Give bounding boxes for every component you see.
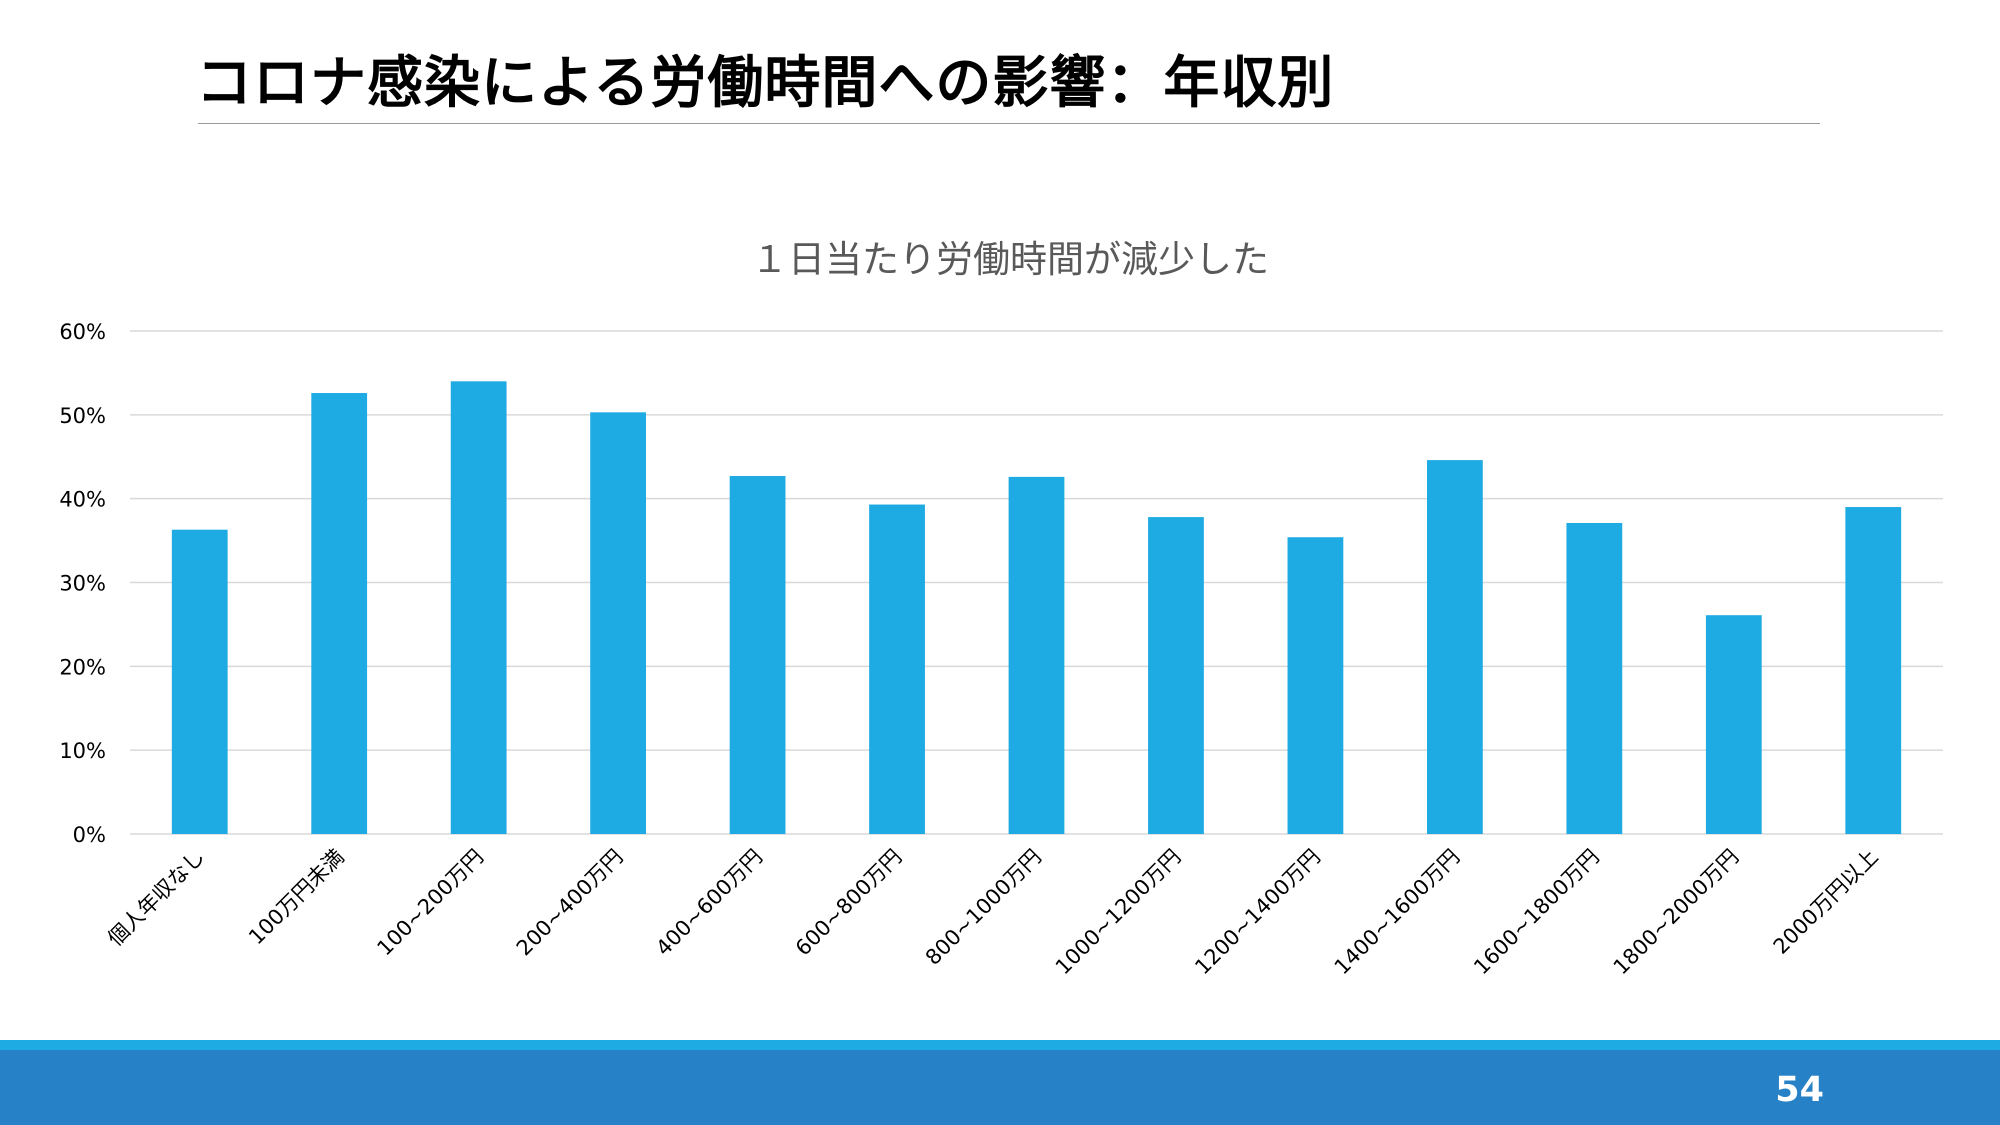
y-tick-label: 40% (59, 488, 106, 512)
x-tick-label: 100~200万円 (372, 845, 488, 961)
x-tick-label: 1600~1800万円 (1469, 845, 1604, 980)
x-tick-label: 個人年収なし (103, 845, 209, 951)
y-tick-label: 20% (59, 655, 106, 679)
bar (869, 504, 925, 834)
x-tick-label: 400~600万円 (651, 845, 767, 961)
x-tick-label: 800~1000万円 (921, 845, 1046, 970)
bar (1845, 507, 1902, 834)
footer-bar (0, 1050, 2000, 1125)
bar (1426, 460, 1483, 834)
x-tick-label: 100万円未満 (244, 845, 349, 950)
bar (450, 381, 507, 834)
bar-chart: １日当たり労働時間が減少した 0% 10% 20% 30% 40% 50% 60% 個人年収… (59, 238, 1943, 980)
bar (1287, 537, 1344, 834)
x-tick-label: 1200~1400万円 (1190, 845, 1325, 980)
chart-title: １日当たり労働時間が減少した (751, 238, 1269, 281)
bar (1566, 522, 1623, 834)
x-axis-ticks: 個人年収なし 100万円未満 100~200万円 200~400万円 400~600万円… (103, 845, 1883, 980)
x-tick-label: 1000~1200万円 (1051, 845, 1186, 980)
bar (171, 529, 228, 834)
x-tick-label: 600~800万円 (791, 845, 907, 961)
bar (1705, 615, 1762, 834)
footer-stripe (0, 1040, 2000, 1050)
y-tick-label: 0% (73, 823, 106, 847)
bar (1148, 517, 1204, 834)
x-tick-label: 200~400万円 (512, 845, 628, 961)
y-tick-label: 60% (59, 320, 106, 344)
y-tick-label: 10% (59, 739, 106, 763)
gridlines (130, 330, 1943, 835)
page-number: 54 (1775, 1070, 1824, 1110)
bar (311, 393, 368, 834)
y-axis-ticks: 0% 10% 20% 30% 40% 50% 60% (59, 320, 106, 847)
x-tick-label: 2000万円以上 (1769, 845, 1883, 959)
x-tick-label: 1800~2000万円 (1609, 845, 1744, 980)
x-tick-label: 1400~1600万円 (1330, 845, 1465, 980)
bar (1008, 476, 1065, 834)
y-tick-label: 30% (59, 572, 106, 596)
bar (729, 476, 786, 834)
slide-title: コロナ感染による労働時間への影響：年収別 (196, 51, 1335, 116)
bar (590, 412, 647, 834)
bars (171, 381, 1902, 834)
y-tick-label: 50% (59, 404, 106, 428)
title-divider (198, 123, 1820, 124)
